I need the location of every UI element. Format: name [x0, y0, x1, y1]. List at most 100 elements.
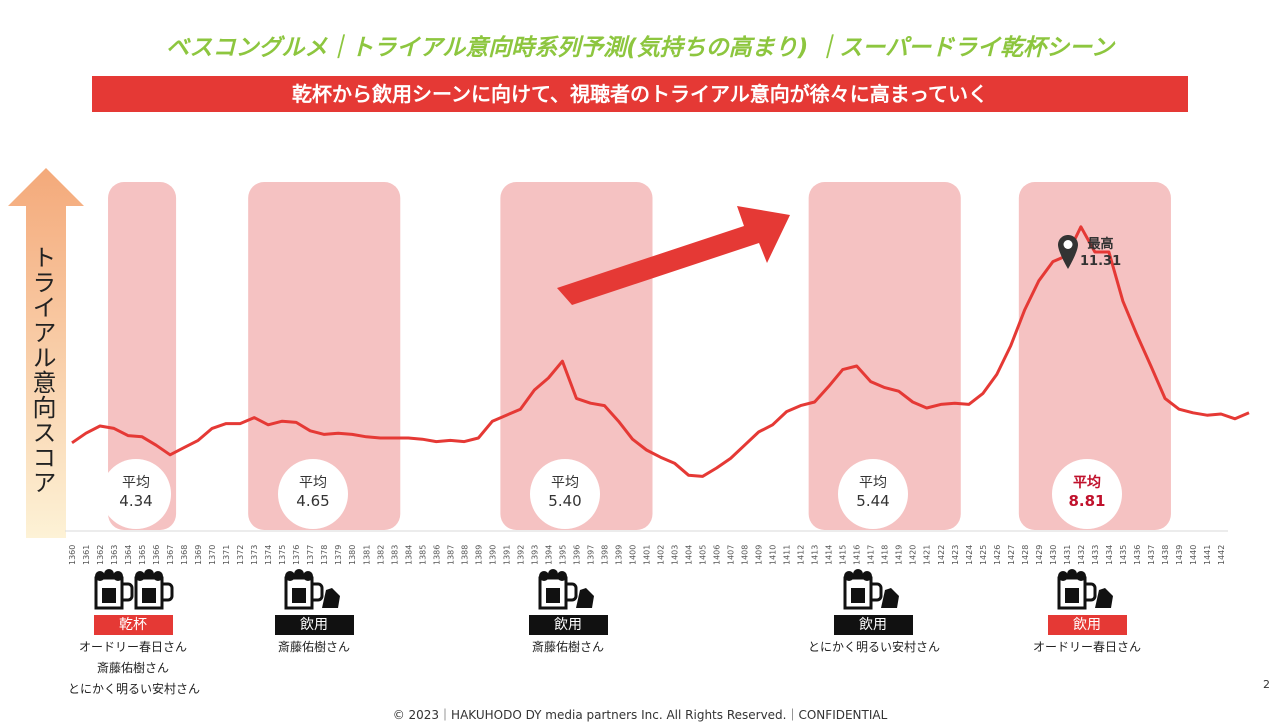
x-tick-label: 1402 [657, 545, 666, 565]
x-tick-label: 1397 [586, 545, 595, 565]
cast-name: オードリー春日さん [78, 640, 187, 654]
x-tick-label: 1412 [797, 545, 806, 565]
x-tick-label: 1395 [558, 545, 567, 565]
average-label: 平均 [299, 475, 327, 491]
x-tick-label: 1441 [1203, 545, 1212, 565]
x-tick-label: 1383 [390, 545, 399, 565]
x-tick-label: 1419 [895, 545, 904, 565]
average-label: 平均 [551, 475, 579, 491]
x-tick-label: 1401 [643, 545, 652, 565]
scene-group: 飲用 とにかく明るい安村さん [808, 568, 941, 658]
average-badge: 平均 4.34 [101, 459, 171, 529]
scene-group: 飲用 斎藤佑樹さん [249, 568, 379, 658]
cast-name: 斎藤佑樹さん [531, 640, 604, 654]
x-tick-label: 1426 [993, 545, 1002, 565]
trend-arrow [557, 206, 790, 305]
x-tick-label: 1403 [671, 545, 680, 565]
x-tick-label: 1392 [516, 545, 525, 565]
y-axis-label: トライアル意向スコア [28, 245, 56, 495]
x-tick-label: 1381 [362, 545, 371, 565]
x-tick-label: 1437 [1147, 545, 1156, 565]
x-tick-label: 1385 [418, 545, 427, 565]
x-tick-label: 1396 [572, 545, 581, 565]
x-tick-label: 1389 [474, 545, 483, 565]
x-tick-label: 1405 [699, 545, 708, 565]
x-tick-label: 1439 [1175, 545, 1184, 565]
average-label: 平均 [859, 475, 887, 491]
peak-annotation: 最高 11.31 [1080, 236, 1121, 270]
x-tick-label: 1384 [404, 545, 413, 565]
x-tick-label: 1422 [937, 545, 946, 565]
two-beer-mugs-icon [94, 569, 174, 610]
x-tick-label: 1424 [965, 545, 974, 565]
x-tick-label: 1438 [1161, 545, 1170, 565]
average-value: 8.81 [1068, 492, 1106, 510]
page-number: 2 [1263, 678, 1270, 691]
average-value: 5.44 [856, 492, 890, 510]
x-tick-label: 1388 [460, 545, 469, 565]
x-tick-label: 1427 [1007, 545, 1016, 565]
x-tick-label: 1411 [783, 545, 792, 565]
beer-mug-and-can-icon [538, 569, 594, 610]
x-tick-label: 1370 [208, 545, 217, 565]
up-arrow-icon [8, 168, 84, 538]
x-tick-label: 1430 [1049, 545, 1058, 565]
x-tick-label: 1414 [825, 545, 834, 565]
scene-group: 乾杯 オードリー春日さん 斎藤佑樹さん とにかく明るい安村さん [68, 568, 201, 700]
average-value: 5.40 [548, 492, 582, 510]
x-tick-label: 1394 [544, 545, 553, 565]
x-tick-label: 1377 [306, 545, 315, 565]
x-tick-label: 1393 [530, 545, 539, 565]
x-tick-label: 1406 [713, 545, 722, 565]
x-tick-label: 1435 [1119, 545, 1128, 565]
x-tick-label: 1374 [264, 545, 273, 565]
x-tick-label: 1371 [222, 545, 231, 565]
cast-name: 斎藤佑樹さん [277, 640, 350, 654]
trial-intent-series-line [71, 225, 1250, 478]
x-tick-label: 1433 [1091, 545, 1100, 565]
beer-mug-and-can-icon [1057, 569, 1113, 610]
x-tick-label: 1404 [685, 545, 694, 565]
x-tick-label: 1360 [68, 545, 77, 565]
x-tick-label: 1431 [1063, 545, 1072, 565]
x-tick-label: 1378 [320, 545, 329, 565]
scene-band [1018, 182, 1171, 530]
x-tick-label: 1425 [979, 545, 988, 565]
x-tick-label: 1442 [1217, 545, 1226, 565]
x-tick-label: 1364 [124, 545, 133, 565]
x-tick-label: 1413 [811, 545, 820, 565]
x-tick-label: 1408 [741, 545, 750, 565]
x-tick-label: 1407 [727, 545, 736, 565]
x-tick-label: 1429 [1035, 545, 1044, 565]
scene-band [248, 182, 401, 530]
x-tick-label: 1423 [951, 545, 960, 565]
x-tick-label: 1400 [628, 545, 637, 565]
x-tick-label: 1368 [180, 545, 189, 565]
x-tick-label: 1373 [250, 545, 259, 565]
x-tick-label: 1415 [839, 545, 848, 565]
cast-name: とにかく明るい安村さん [808, 640, 941, 654]
x-tick-label: 1420 [909, 545, 918, 565]
cast-name: 斎藤佑樹さん [96, 661, 169, 675]
x-tick-label: 1399 [614, 545, 623, 565]
scene-tag: 飲用 [1047, 615, 1127, 635]
cast-name: とにかく明るい安村さん [68, 682, 201, 696]
x-tick-label: 1417 [867, 545, 876, 565]
x-tick-label: 1367 [166, 545, 175, 565]
x-tick-label: 1410 [769, 545, 778, 565]
average-badge: 平均 5.40 [530, 459, 600, 529]
x-tick-label: 1365 [138, 545, 147, 565]
x-tick-label: 1418 [881, 545, 890, 565]
x-tick-label: 1421 [923, 545, 932, 565]
x-tick-label: 1382 [376, 545, 385, 565]
copyright-footer: © 2023｜HAKUHODO DY media partners Inc. A… [392, 708, 888, 722]
scene-tag: 乾杯 [93, 615, 173, 635]
average-label: 平均 [1073, 475, 1101, 491]
x-tick-label: 1376 [292, 545, 301, 565]
x-tick-label: 1398 [600, 545, 609, 565]
x-tick-label: 1366 [152, 545, 161, 565]
scene-tag: 飲用 [528, 615, 608, 635]
x-tick-label: 1372 [236, 545, 245, 565]
x-tick-label: 1361 [82, 545, 91, 565]
